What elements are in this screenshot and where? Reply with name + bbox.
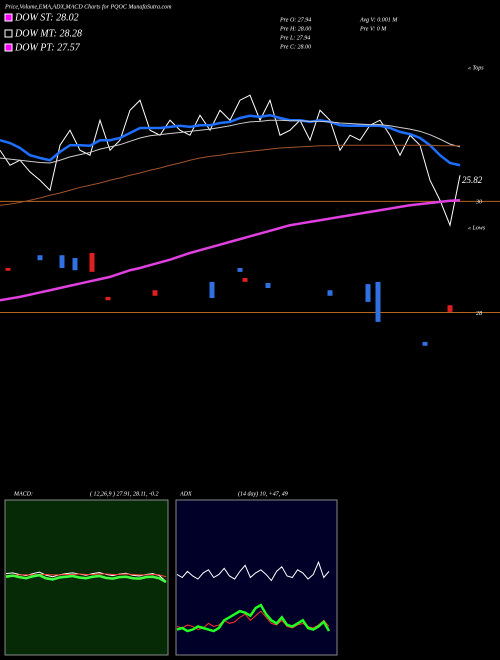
legend-entry: DOW ST: 28.02	[14, 12, 79, 23]
candle	[327, 290, 333, 296]
candle	[59, 255, 65, 268]
candle	[209, 281, 215, 298]
candle	[447, 305, 453, 312]
info: Avg V: 0.001 M	[359, 17, 398, 23]
y-tick-label: 30	[475, 200, 482, 206]
candle	[242, 278, 248, 282]
last-value: 25.82	[462, 175, 483, 185]
series-line	[5, 573, 167, 584]
series-line	[176, 603, 331, 633]
info: Pre O: 27.94	[279, 16, 311, 23]
info: Pre V: 0 M	[359, 26, 387, 32]
candle	[72, 258, 78, 271]
legend-entry: DOW MT: 28.28	[14, 28, 82, 39]
candle	[37, 255, 43, 261]
info: Pre L: 27.94	[279, 34, 310, 41]
macd-title: MACD:	[13, 491, 33, 497]
series-line	[0, 113, 461, 167]
candle	[422, 341, 428, 346]
annotation: « Tops	[468, 65, 484, 71]
candle	[265, 283, 271, 288]
macd-subtitle: ( 12,26,9 ) 27.91, 28.11, -0.2	[90, 490, 159, 497]
series-line	[0, 144, 460, 206]
candle	[5, 268, 11, 271]
series-line	[5, 571, 167, 582]
info: Pre C: 28.00	[279, 44, 311, 50]
candle	[89, 253, 95, 272]
candle	[237, 268, 243, 272]
series-line	[0, 198, 461, 302]
annotation: « Lows	[468, 225, 486, 231]
adx-title: ADX	[179, 491, 192, 497]
legend-swatch	[4, 43, 13, 52]
candle	[375, 281, 381, 322]
series-line	[5, 573, 167, 578]
legend-swatch	[4, 13, 13, 22]
y-tick-label: 28	[476, 311, 482, 317]
adx-panel	[175, 499, 338, 656]
candle	[105, 296, 111, 301]
series-line	[0, 119, 461, 164]
legend-swatch	[4, 29, 13, 38]
adx-subtitle: (14 day) 10, +47, 49	[238, 490, 288, 497]
series-line	[176, 560, 330, 582]
chart-title: Price,Volume,EMA,ADX,MACD Charts for PQO…	[4, 3, 172, 10]
info: Pre H: 28.00	[279, 26, 311, 32]
candle	[365, 284, 371, 302]
legend-entry: DOW PT: 27.57	[14, 42, 81, 53]
candle	[152, 290, 158, 296]
